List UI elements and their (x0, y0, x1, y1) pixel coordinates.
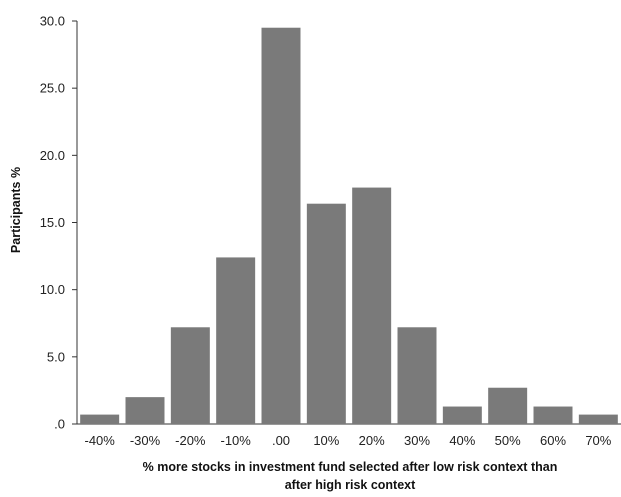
bars (80, 27, 618, 424)
bar (352, 187, 392, 424)
bar (170, 327, 210, 424)
x-tick-label: 10% (313, 433, 339, 448)
y-tick-label: 20.0 (40, 148, 65, 163)
bar (261, 27, 301, 424)
x-axis-title-line-1: % more stocks in investment fund selecte… (143, 460, 558, 474)
x-tick-label: .00 (272, 433, 290, 448)
x-tick-label: 50% (495, 433, 521, 448)
y-tick-labels: .0 5.0 10.0 15.0 20.0 25.0 30.0 (40, 14, 65, 432)
bar (533, 406, 573, 424)
axes (72, 20, 621, 425)
y-tick-label: 10.0 (40, 282, 65, 297)
x-tick-label: 60% (540, 433, 566, 448)
y-tick-label: 30.0 (40, 14, 65, 29)
bar (397, 327, 437, 424)
bar (578, 414, 618, 424)
x-tick-label: 40% (449, 433, 475, 448)
y-tick-label: 15.0 (40, 215, 65, 230)
bar (442, 406, 482, 424)
x-tick-label: -10% (220, 433, 251, 448)
y-tick-label: .0 (54, 417, 65, 432)
x-tick-label: 30% (404, 433, 430, 448)
x-axis-title-line-2: after high risk context (285, 478, 416, 492)
bar (216, 257, 256, 424)
x-tick-label: -40% (84, 433, 115, 448)
y-tick-label: 25.0 (40, 81, 65, 96)
bar (80, 414, 120, 424)
y-axis-title: Participants % (9, 167, 23, 253)
bar (125, 397, 165, 424)
x-tick-label: -30% (130, 433, 161, 448)
bar (306, 203, 346, 424)
x-tick-label: 20% (359, 433, 385, 448)
x-tick-labels: -40% -30% -20% -10% .00 10% 20% 30% 40% 50% 60% 70% (84, 433, 611, 448)
y-tick-label: 5.0 (47, 349, 65, 364)
bar (488, 387, 528, 424)
x-tick-label: 70% (585, 433, 611, 448)
x-tick-label: -20% (175, 433, 206, 448)
